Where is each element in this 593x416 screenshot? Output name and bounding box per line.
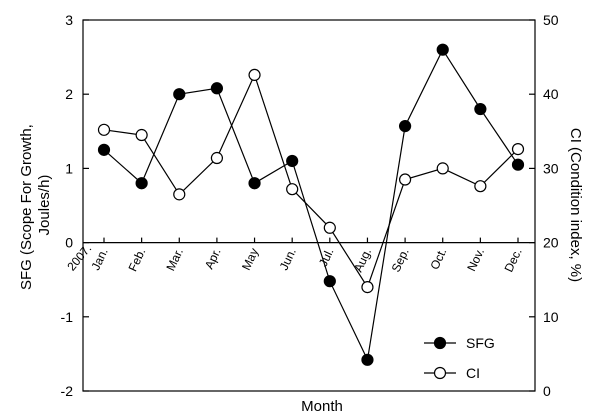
data-point-sfg: [286, 154, 299, 168]
right-tick-label: 10: [543, 309, 559, 325]
left-tick-label: 1: [65, 160, 73, 176]
right-tick-label: 40: [543, 86, 559, 102]
data-point-ci: [248, 68, 261, 82]
data-point-ci: [210, 151, 224, 165]
data-point-sfg: [398, 120, 412, 133]
x-tick-label: Jun.: [277, 246, 299, 272]
data-point-sfg: [474, 102, 487, 116]
data-point-ci: [173, 188, 186, 201]
y-axis-title-right: CI (Condition index, %): [567, 128, 584, 282]
data-point-sfg: [248, 177, 261, 190]
left-axis: -2 -1 0 1 2 3: [61, 12, 89, 399]
right-tick-label: 0: [543, 383, 551, 399]
data-point-ci: [474, 180, 487, 193]
data-point-ci: [323, 221, 336, 234]
data-point-sfg: [436, 43, 449, 56]
left-tick-label: -1: [61, 309, 74, 325]
legend-marker-ci: [433, 366, 447, 380]
left-tick-label: -2: [61, 383, 74, 399]
x-tick-label: Jul.: [316, 246, 337, 269]
left-tick-label: 2: [65, 86, 73, 102]
series-line-sfg: [103, 48, 519, 362]
data-point-ci: [97, 123, 111, 136]
legend-item-ci: CI: [424, 365, 480, 381]
legend: SFG CI: [424, 335, 495, 381]
legend-marker-sfg: [433, 336, 447, 350]
legend-label-sfg: SFG: [466, 335, 495, 351]
legend-item-sfg: SFG: [424, 335, 495, 351]
right-tick-label: 50: [543, 12, 559, 28]
data-point-sfg: [361, 353, 374, 366]
data-point-sfg: [135, 177, 148, 190]
x-tick-label: Oct.: [427, 246, 449, 272]
x-tick-label: Aug.: [351, 246, 374, 274]
left-tick-label: 3: [65, 12, 73, 28]
x-axis-title: Month: [301, 398, 343, 415]
data-point-ci: [135, 128, 148, 142]
data-point-ci: [361, 281, 374, 294]
x-tick-label: Nov.: [464, 246, 487, 273]
left-tick-label: 0: [65, 235, 73, 251]
data-point-sfg: [323, 275, 336, 288]
y-axis-title-left-line1: SFG (Scope For Growth,: [18, 124, 35, 290]
series-sfg: [97, 43, 525, 366]
data-point-sfg: [210, 82, 224, 95]
plot-area: [82, 19, 536, 392]
data-point-sfg: [173, 88, 186, 101]
y-axis-title-left: SFG (Scope For Growth, Joules/h): [18, 120, 53, 290]
x-tick-label: Feb.: [126, 246, 149, 274]
plot-frame: [82, 19, 536, 392]
series-line-ci: [103, 73, 519, 289]
data-point-sfg: [97, 143, 111, 156]
x-tick-label: Mar.: [163, 246, 186, 273]
data-point-ci: [286, 183, 299, 196]
right-tick-label: 30: [543, 160, 559, 176]
x-tick-label: Sep.: [389, 246, 412, 274]
data-point-ci: [511, 143, 525, 156]
right-tick-label: 20: [543, 235, 559, 251]
series-layer: [97, 43, 525, 366]
x-tick-label: May: [239, 246, 261, 272]
legend-label-ci: CI: [466, 365, 480, 381]
x-tick-label: Dec.: [502, 246, 525, 274]
y-axis-title-left-line2: Joules/h): [36, 175, 53, 236]
series-ci: [97, 68, 525, 294]
data-point-ci: [436, 162, 449, 175]
data-point-ci: [398, 173, 412, 186]
data-point-sfg: [511, 158, 525, 171]
right-axis: 0 10 20 30 40 50: [529, 12, 559, 399]
x-tick-label: Apr.: [202, 246, 224, 271]
